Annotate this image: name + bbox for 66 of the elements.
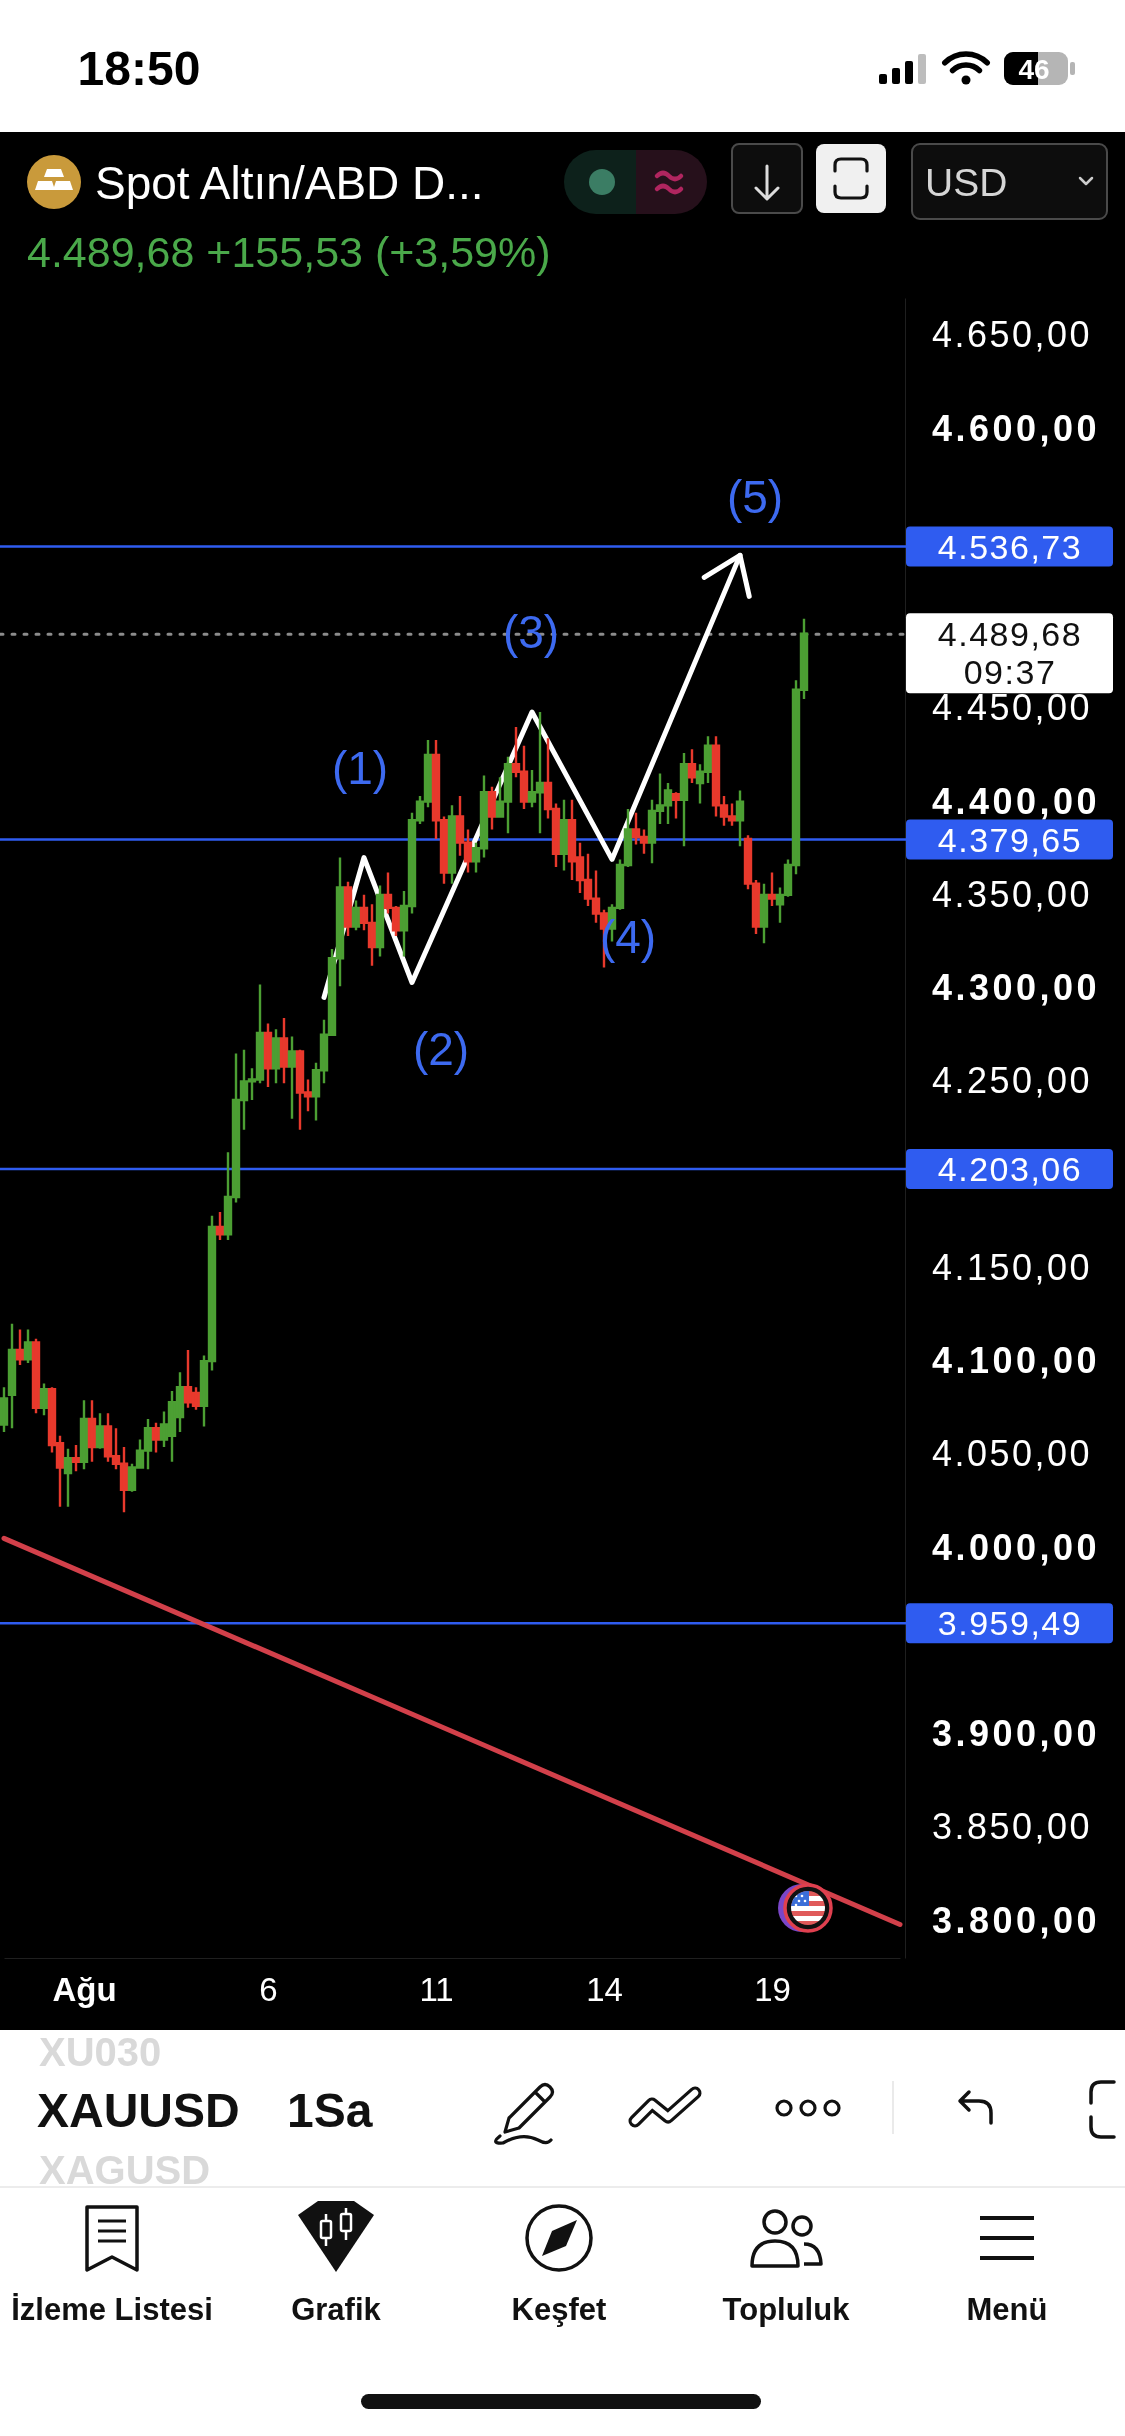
text: USD <box>925 160 1008 204</box>
annotation: (1) <box>331 742 389 794</box>
annotation: (3) <box>502 606 560 658</box>
x-tick-label: 6 <box>259 1971 278 2009</box>
x-tick-label: 11 <box>419 1971 454 2009</box>
candlestick <box>79 1399 89 1471</box>
candlestick <box>687 748 697 785</box>
candlestick <box>0 1386 9 1434</box>
candlestick <box>279 1016 289 1085</box>
chart-subtitle: 4.489,68 +155,53 (+3,59%) <box>27 228 551 276</box>
y-tick-label: 3.900,00 <box>932 1713 1101 1755</box>
ref-line-label: 4.203,06 <box>937 1149 1083 1188</box>
candlestick <box>487 785 497 831</box>
text: XAUUSD <box>37 2083 240 2137</box>
candlestick <box>679 751 689 848</box>
candlestick <box>271 1027 281 1085</box>
candlestick <box>71 1443 81 1473</box>
candlestick <box>7 1322 17 1430</box>
ref-line-label: 4.536,73 <box>937 527 1083 566</box>
x-tick-label: 19 <box>754 1971 791 2009</box>
candlestick <box>447 804 457 885</box>
text: 18:50 <box>77 41 201 95</box>
candlestick <box>23 1328 33 1365</box>
ref-line-label: 4.379,65 <box>937 820 1083 859</box>
y-tick-label: 3.850,00 <box>932 1806 1093 1848</box>
candlestick <box>263 1022 273 1089</box>
candlestick <box>87 1399 97 1464</box>
y-tick-label: 4.650,00 <box>932 314 1093 356</box>
y-tick-label: 4.150,00 <box>932 1246 1093 1288</box>
x-tick-label: Ağu <box>52 1971 117 2009</box>
candlestick <box>39 1382 49 1417</box>
candlestick <box>15 1328 25 1367</box>
candlestick <box>375 884 385 958</box>
annotation: (5) <box>726 471 784 523</box>
ref-line-label: 3.959,49 <box>937 1604 1083 1643</box>
text: İzleme Listesi <box>11 2291 213 2327</box>
candlestick <box>151 1421 161 1454</box>
y-tick-label: 4.600,00 <box>932 407 1101 449</box>
candlestick <box>735 789 745 848</box>
candlestick <box>767 871 777 908</box>
text: Menü <box>966 2291 1048 2327</box>
y-tick-label: 3.800,00 <box>932 1899 1101 1941</box>
text: Grafik <box>291 2291 382 2327</box>
candlestick <box>759 882 769 945</box>
text: 1Sa <box>287 2083 373 2137</box>
chart-title: Spot Altın/ABD D... <box>95 157 484 209</box>
candlestick <box>559 798 569 872</box>
candlestick <box>351 899 361 932</box>
text: Keşfet <box>511 2291 607 2327</box>
candlestick <box>31 1337 41 1415</box>
x-tick-label: 14 <box>586 1971 623 2009</box>
text: Topluluk <box>722 2291 851 2327</box>
candlestick <box>671 791 681 820</box>
y-tick-label: 4.400,00 <box>932 780 1101 822</box>
y-tick-label: 4.000,00 <box>932 1526 1101 1568</box>
annotation: (2) <box>412 1023 470 1075</box>
candlestick <box>343 880 353 938</box>
y-tick-label: 4.300,00 <box>932 967 1101 1009</box>
candlestick <box>287 1035 297 1120</box>
candlestick <box>95 1412 105 1451</box>
y-tick-label: 4.250,00 <box>932 1060 1093 1102</box>
y-tick-label: 4.350,00 <box>932 873 1093 915</box>
candlestick <box>215 1210 225 1242</box>
y-tick-label: 4.100,00 <box>932 1340 1101 1382</box>
y-tick-label: 4.050,00 <box>932 1433 1093 1475</box>
candlestick <box>63 1447 73 1508</box>
